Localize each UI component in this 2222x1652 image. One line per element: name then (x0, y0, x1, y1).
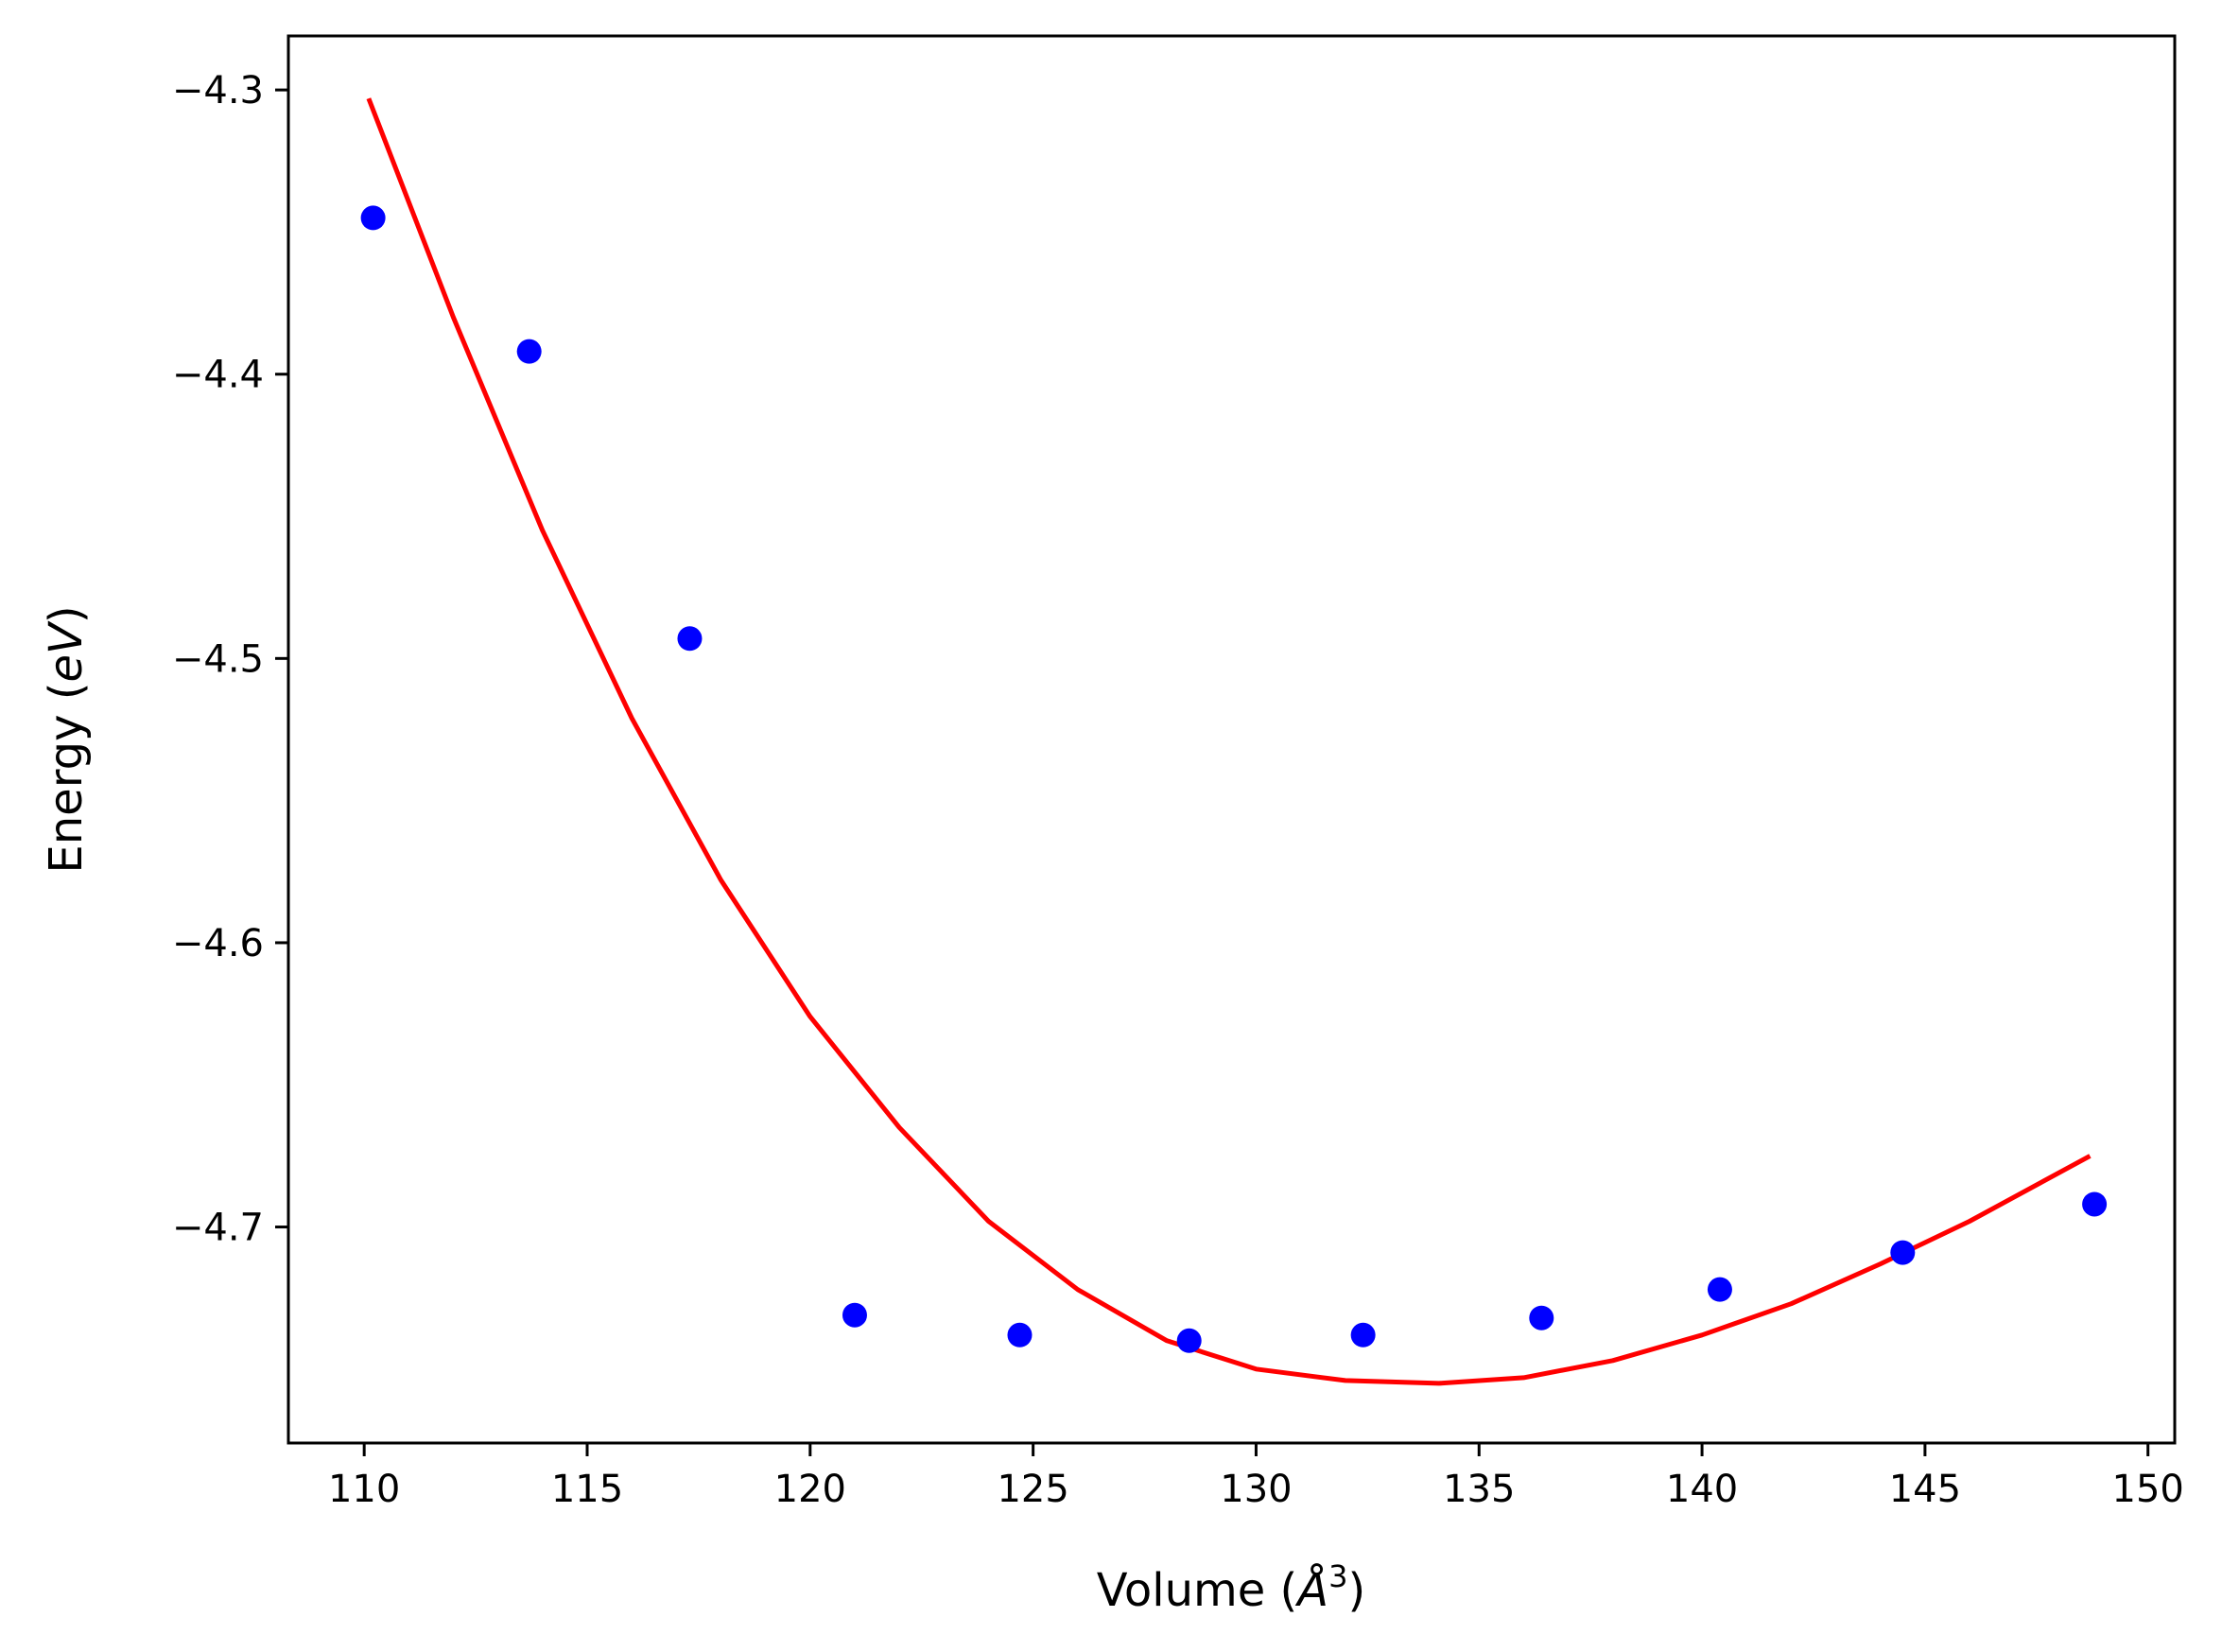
x-axis-label: Volume (Å3) (1097, 1558, 1365, 1617)
x-tick-label: 135 (1443, 1468, 1515, 1511)
y-tick-label: −4.4 (172, 354, 264, 397)
plot-frame (286, 34, 2177, 1445)
y-tick-label: −4.7 (172, 1207, 264, 1250)
y-tick-label: −4.5 (172, 637, 264, 681)
x-tick-label: 120 (774, 1468, 846, 1511)
fit-curve-line (366, 97, 2092, 1386)
data-point (1007, 1322, 1033, 1348)
data-point (2082, 1191, 2108, 1217)
plot-layer (360, 97, 2108, 1386)
x-tick-label: 140 (1666, 1468, 1738, 1511)
x-tick-label: 125 (997, 1468, 1068, 1511)
y-tick-label: −4.6 (172, 922, 264, 965)
data-point (1350, 1322, 1376, 1348)
x-tick-label: 150 (2112, 1468, 2184, 1511)
y-axis-label: Energy (eV) (40, 605, 93, 873)
data-point (1529, 1305, 1554, 1330)
data-point (360, 205, 386, 231)
data-point (1890, 1240, 1916, 1265)
y-tick-label: −4.3 (172, 69, 264, 113)
x-tick-label: 110 (328, 1468, 400, 1511)
data-point (842, 1302, 867, 1328)
data-point (1176, 1328, 1202, 1353)
data-point (677, 626, 703, 652)
data-point (516, 339, 542, 364)
x-tick-label: 130 (1220, 1468, 1292, 1511)
x-tick-label: 145 (1889, 1468, 1961, 1511)
data-point (1707, 1277, 1732, 1302)
tick-layer: 110 115 120 125 130 135 140 145 150 −4.3 −4.4 −4.5 −… (172, 69, 2184, 1511)
x-tick-label: 115 (551, 1468, 623, 1511)
